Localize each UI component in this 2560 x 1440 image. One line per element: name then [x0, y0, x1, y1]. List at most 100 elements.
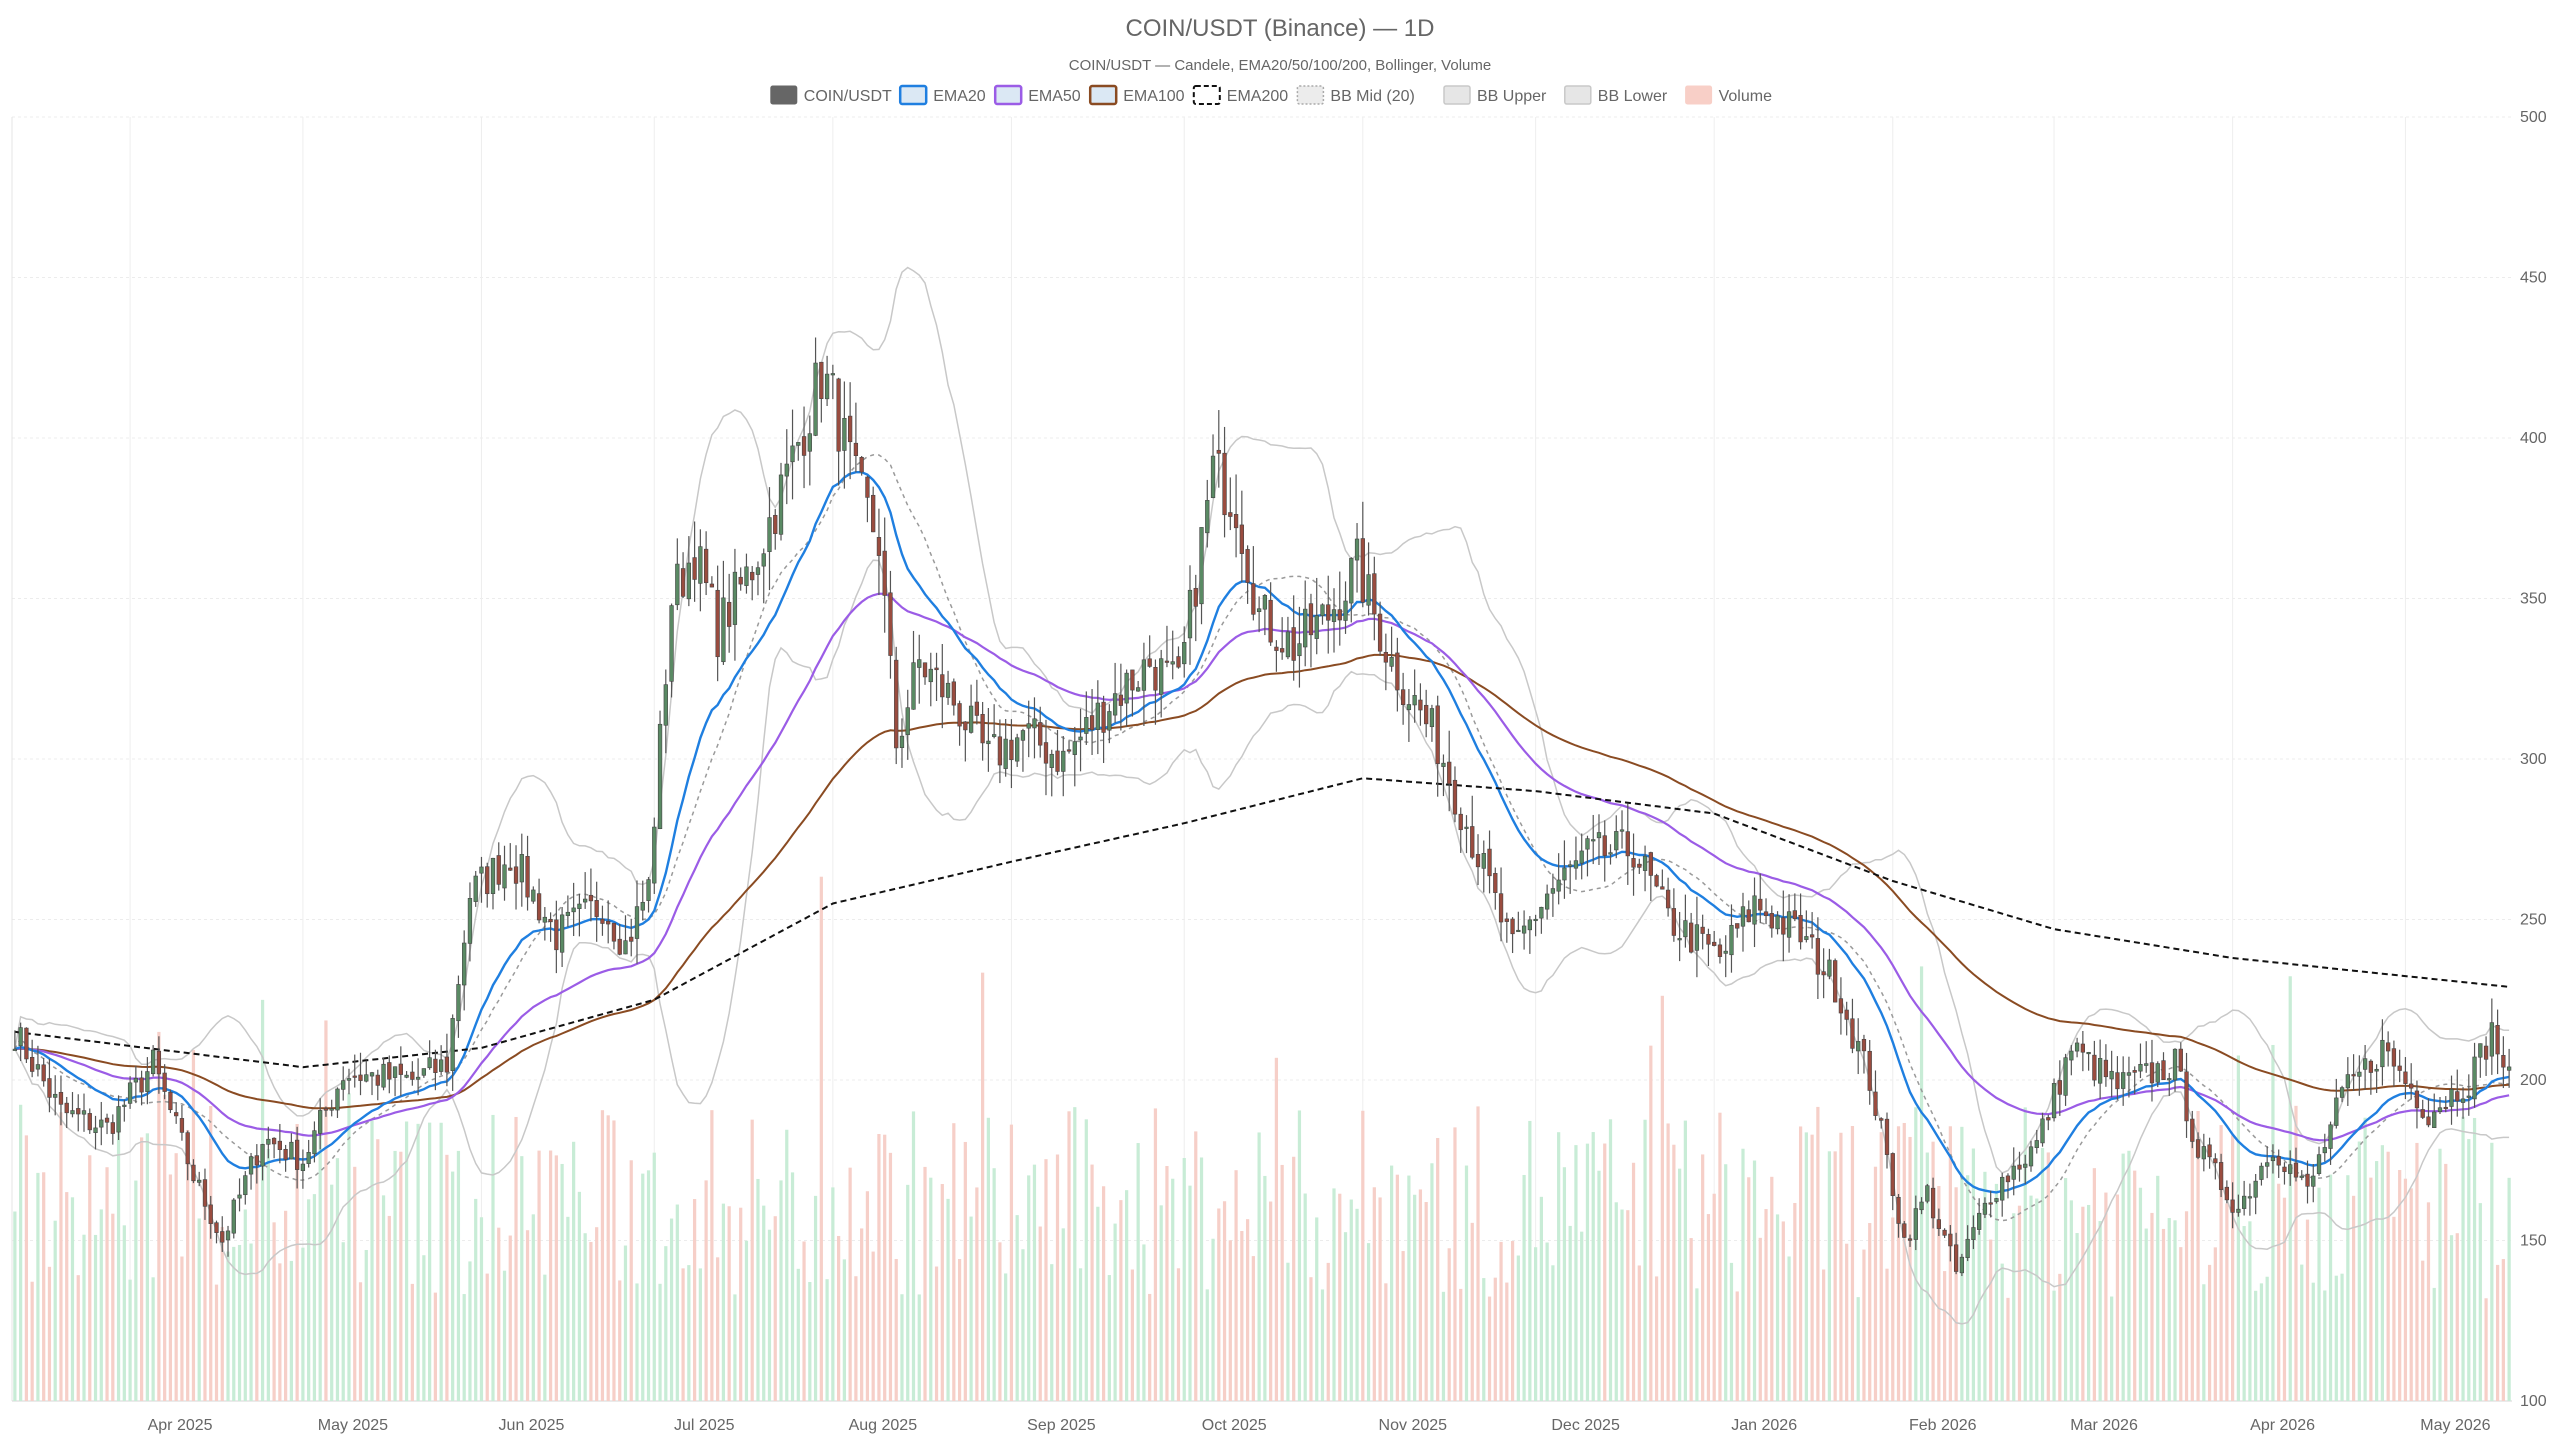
- candle-body: [1354, 538, 1360, 561]
- volume-bar: [1764, 1209, 1768, 1401]
- candle-body: [1170, 661, 1175, 665]
- candle: [433, 1049, 438, 1091]
- candle: [1792, 893, 1797, 922]
- candle-body: [1089, 715, 1095, 731]
- candle-body: [934, 667, 939, 671]
- candle-body: [1015, 737, 1020, 762]
- candle: [2259, 1162, 2264, 1186]
- candle: [2409, 1063, 2414, 1100]
- legend-item[interactable]: EMA200: [1192, 85, 1288, 105]
- volume-bar: [2311, 1282, 2315, 1401]
- x-tick-label: Jun 2025: [499, 1417, 565, 1434]
- candle-body: [1833, 960, 1838, 1003]
- candle: [2466, 1074, 2471, 1116]
- volume-bar: [2369, 1177, 2373, 1401]
- legend-item[interactable]: BB Lower: [1564, 85, 1668, 105]
- candle: [398, 1046, 403, 1097]
- y-tick-label: 400: [2520, 430, 2547, 447]
- volume-bar: [600, 1110, 605, 1401]
- candle: [519, 833, 524, 907]
- volume-bar: [122, 1225, 126, 1401]
- candle: [744, 553, 749, 594]
- candle: [784, 429, 789, 505]
- candle: [2253, 1174, 2258, 1215]
- candle: [1850, 998, 1855, 1054]
- candle-body: [1763, 911, 1769, 917]
- legend-item[interactable]: BB Mid (20): [1296, 85, 1415, 105]
- volume-bar: [1245, 1219, 1250, 1401]
- volume-bar: [1701, 1154, 1705, 1401]
- candle: [1395, 637, 1400, 712]
- candle: [1994, 1197, 1999, 1204]
- candle-body: [2386, 1042, 2391, 1052]
- legend-item[interactable]: BB Upper: [1443, 85, 1547, 105]
- candle-body: [2391, 1048, 2397, 1067]
- candle: [1233, 474, 1239, 558]
- candle: [680, 552, 686, 599]
- candle: [1815, 917, 1821, 1000]
- legend-item[interactable]: EMA50: [993, 84, 1081, 106]
- candle-body: [104, 1117, 110, 1123]
- volume-bar: [2081, 1206, 2085, 1401]
- candle: [963, 721, 968, 762]
- volume-bar: [1280, 1164, 1284, 1401]
- legend-item[interactable]: COIN/USDT: [770, 85, 892, 105]
- candle-body: [1723, 950, 1728, 954]
- legend-item[interactable]: EMA100: [1088, 84, 1185, 106]
- candle-body: [1464, 826, 1469, 829]
- candle: [2386, 1031, 2391, 1067]
- candle-body: [99, 1119, 104, 1128]
- volume-bar: [1822, 1269, 1826, 1401]
- volume-bar: [773, 1216, 777, 1401]
- candle-body: [974, 701, 980, 716]
- candle-body: [565, 911, 571, 916]
- volume-bar: [1453, 1127, 1457, 1401]
- candle-body: [1222, 452, 1227, 516]
- candle: [1262, 593, 1268, 636]
- candle: [1982, 1197, 1988, 1219]
- candle-body: [2017, 1164, 2022, 1170]
- candle-body: [1452, 779, 1458, 815]
- candle: [1821, 948, 1826, 999]
- candle-body: [1585, 838, 1590, 850]
- candle-body: [1867, 1050, 1872, 1091]
- candle: [1671, 888, 1677, 942]
- candle: [1124, 669, 1129, 728]
- legend-swatch: [993, 84, 1023, 106]
- legend-label: EMA200: [1227, 88, 1288, 105]
- candle-body: [611, 922, 617, 942]
- volume-bar: [1534, 1247, 1538, 1401]
- volume-bar: [1234, 1170, 1238, 1401]
- ema50-line: [14, 592, 2510, 1142]
- volume-bar: [2087, 1204, 2091, 1401]
- volume-bar: [1055, 1154, 1060, 1401]
- candle: [565, 895, 571, 928]
- candle-body: [1809, 934, 1815, 938]
- candle-body: [1712, 941, 1717, 946]
- volume-bar: [433, 1292, 437, 1401]
- candle-body: [1798, 915, 1803, 943]
- candle: [1095, 680, 1100, 755]
- candle-body: [1896, 1196, 1901, 1224]
- volume-bar: [1119, 1200, 1123, 1401]
- volume-bar: [2046, 1152, 2050, 1401]
- volume-bar: [756, 1178, 760, 1401]
- candle-body: [271, 1137, 277, 1145]
- legend-item[interactable]: Volume: [1685, 85, 1772, 105]
- candle-body: [675, 563, 680, 606]
- candle-body: [1902, 1223, 1907, 1238]
- candle: [928, 652, 933, 707]
- candle-body: [306, 1152, 311, 1164]
- volume-bar: [2334, 1275, 2338, 1401]
- legend-label: BB Mid (20): [1330, 88, 1414, 105]
- bollinger-bands: [14, 266, 2510, 1325]
- candle-body: [888, 592, 893, 656]
- candle: [761, 548, 766, 604]
- volume-bar: [687, 1265, 691, 1401]
- volume-bar: [1614, 1202, 1618, 1401]
- volume-bar: [1240, 1231, 1244, 1401]
- candle-body: [2184, 1071, 2189, 1122]
- legend-item[interactable]: EMA20: [898, 84, 986, 106]
- candle-body: [47, 1078, 52, 1098]
- candle-body: [1781, 917, 1786, 935]
